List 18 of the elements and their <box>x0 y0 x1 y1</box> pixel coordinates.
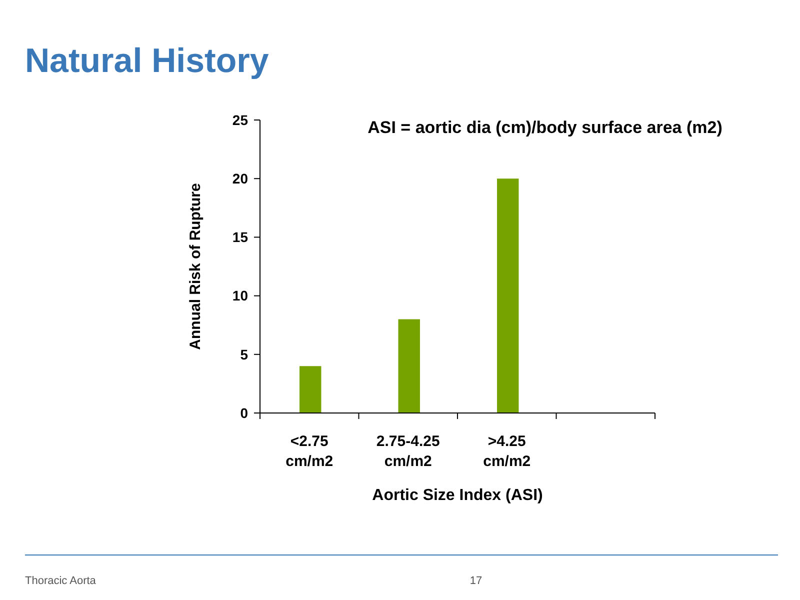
text: Thoracic Aorta <box>25 575 97 587</box>
chart-title: Natural History <box>25 42 269 80</box>
text: 17 <box>470 575 482 587</box>
x-tick-label: 2.75-4.25 cm/m2 <box>376 433 440 470</box>
x-tick-label: <2.75 cm/m2 <box>286 433 334 470</box>
y-tick-label: 20 <box>232 170 248 186</box>
y-axis-title: Annual Risk of Rupture <box>187 183 204 350</box>
bar <box>300 366 322 413</box>
y-tick-label: 15 <box>232 229 248 246</box>
annotation: ASI = aortic dia (cm)/body surface area (m2) <box>368 118 722 137</box>
x-tick-label: >4.25 cm/m2 <box>483 433 531 470</box>
bar <box>497 178 519 413</box>
x-axis-title: Aortic Size Index (ASI) <box>372 487 543 504</box>
y-tick-label: 5 <box>240 346 248 362</box>
y-tick-label: 25 <box>232 112 248 128</box>
y-tick-label: 10 <box>232 288 248 304</box>
y-tick-label: 0 <box>240 404 248 421</box>
bar <box>398 319 420 413</box>
